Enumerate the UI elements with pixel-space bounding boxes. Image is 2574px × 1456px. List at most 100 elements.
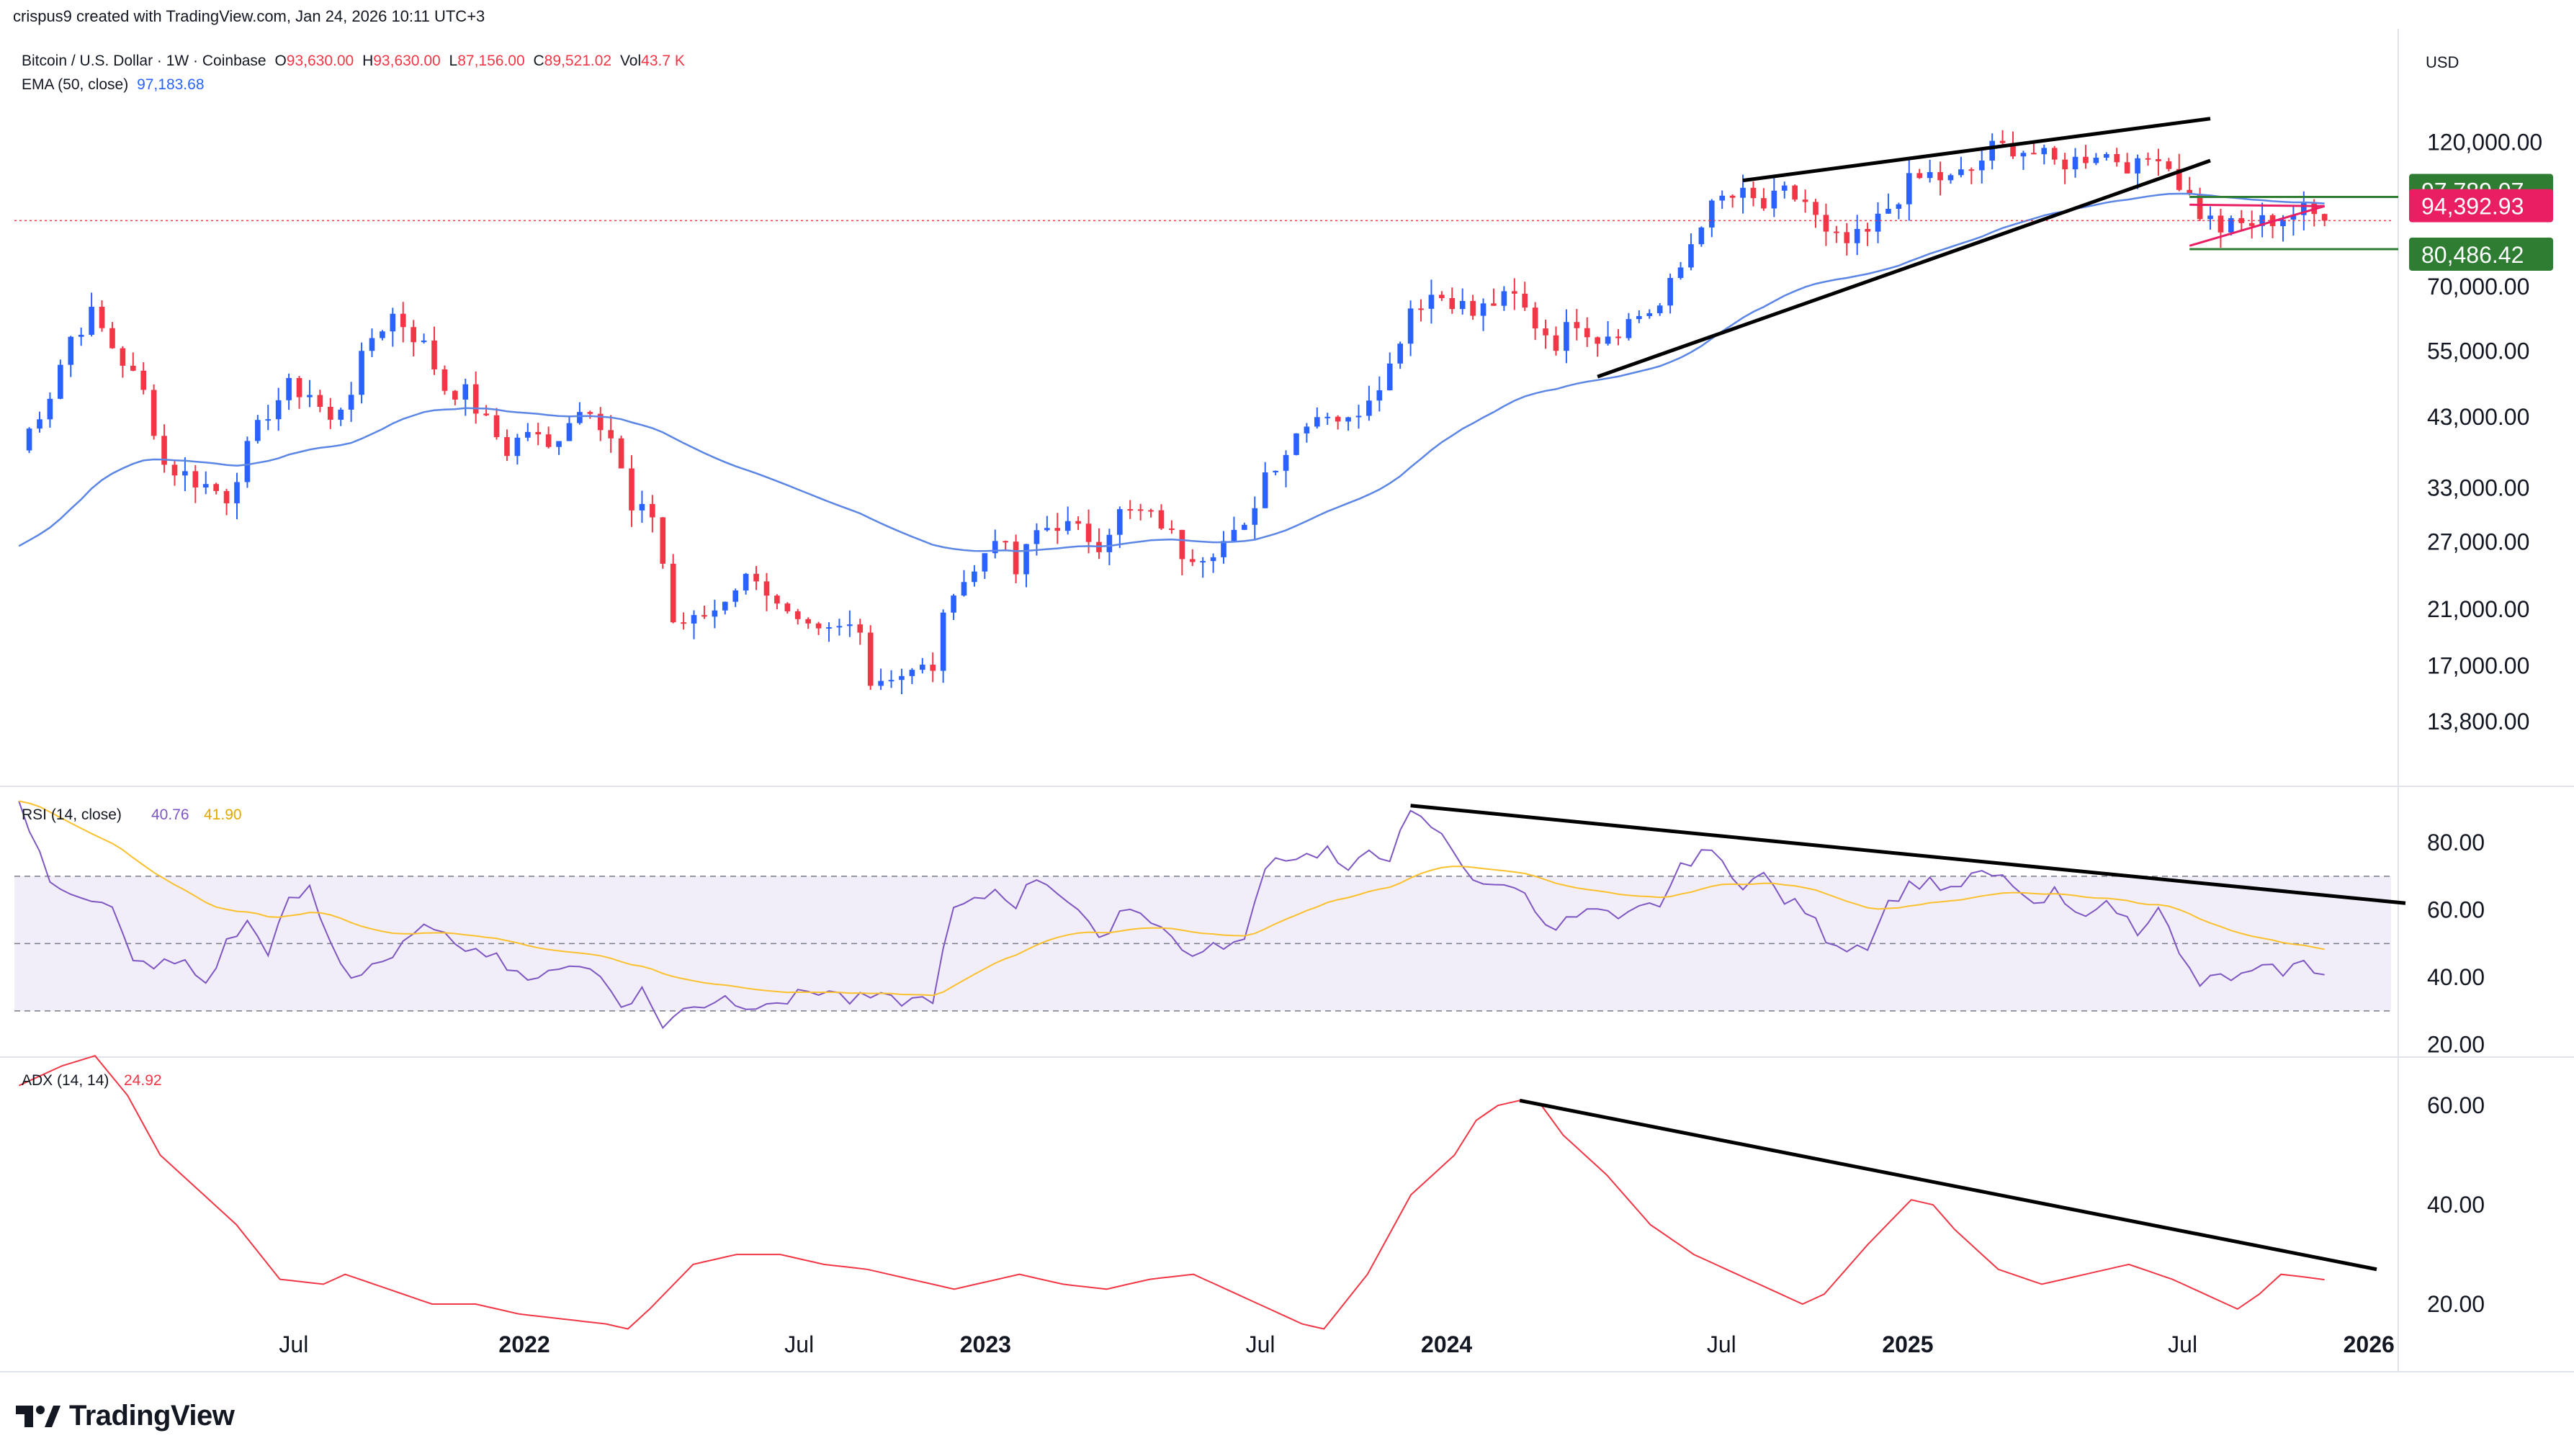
candle-body xyxy=(504,437,510,457)
price-axis-tick-label: 70,000.00 xyxy=(2427,274,2529,300)
time-axis-tick-label: 2022 xyxy=(498,1331,550,1357)
candle-body xyxy=(265,419,272,421)
candle-body xyxy=(535,431,542,435)
ema-label: EMA (50, close) xyxy=(22,76,129,93)
candle-body xyxy=(2321,214,2328,221)
candle-body xyxy=(1999,140,2006,143)
candle-body xyxy=(1221,541,1227,557)
candle-body xyxy=(545,434,552,447)
candle-body xyxy=(58,364,63,399)
candle-body xyxy=(327,406,333,420)
time-axis-tick-label: 2023 xyxy=(960,1331,1011,1357)
candle-body xyxy=(1656,305,1663,313)
close-label: C xyxy=(533,53,544,69)
price-axis-tick-label: 13,800.00 xyxy=(2427,709,2529,734)
candle-body xyxy=(1667,278,1673,306)
adx-axis-tick-label: 20.00 xyxy=(2427,1291,2485,1317)
candle-body xyxy=(2145,158,2151,160)
candle-body xyxy=(753,573,759,582)
time-axis-tick-label: Jul xyxy=(1707,1331,1736,1357)
candle-body xyxy=(1834,231,1839,233)
candle-body xyxy=(1314,417,1320,427)
candle-body xyxy=(120,348,126,366)
candle-body xyxy=(2218,215,2224,233)
candle-body xyxy=(2051,148,2058,160)
candle-body xyxy=(390,313,396,332)
candle-body xyxy=(1242,524,1247,530)
candle-body xyxy=(940,612,946,671)
candle-body xyxy=(192,471,199,487)
candle-body xyxy=(1169,528,1175,530)
candle-body xyxy=(1989,140,1995,161)
candle-body xyxy=(151,390,157,436)
candle-body xyxy=(1574,322,1580,328)
candle-body xyxy=(2124,162,2130,174)
candle-body xyxy=(961,582,967,596)
candle-body xyxy=(992,541,998,554)
price-axis-tick-label: 17,000.00 xyxy=(2427,653,2529,679)
candle-body xyxy=(1532,307,1538,329)
candle-body xyxy=(140,370,147,390)
symbol-legend[interactable]: Bitcoin / U.S. Dollar · 1W · Coinbase O9… xyxy=(22,53,685,70)
candle-body xyxy=(1064,521,1071,531)
candle-body xyxy=(1543,328,1548,336)
candle-body xyxy=(2300,202,2307,215)
candle-body xyxy=(2156,158,2161,162)
candle-body xyxy=(1085,523,1092,542)
candle-body xyxy=(951,596,956,613)
candle-body xyxy=(1844,232,1850,243)
candle-body xyxy=(763,581,770,596)
candle-body xyxy=(639,503,645,511)
candle-body xyxy=(1625,319,1632,338)
candle-body xyxy=(202,484,209,487)
candle-body xyxy=(1397,343,1403,364)
candle-body xyxy=(722,601,728,611)
candle-body xyxy=(909,670,915,676)
wedge-upper-trendline xyxy=(1742,117,2211,183)
time-axis-tick-label: 2026 xyxy=(2344,1331,2395,1357)
candle-body xyxy=(1428,295,1435,309)
candle-body xyxy=(338,409,344,420)
candle-body xyxy=(629,468,634,511)
candle-body xyxy=(1916,173,1923,179)
candle-body xyxy=(1636,315,1642,320)
candle-body xyxy=(1304,426,1310,433)
candle-body xyxy=(2248,223,2255,226)
candle-body xyxy=(919,665,925,670)
candle-body xyxy=(307,395,313,397)
candle-body xyxy=(421,340,427,343)
candle-body xyxy=(1044,528,1050,531)
candle-body xyxy=(1885,209,1891,214)
candle-body xyxy=(400,313,406,328)
candle-body xyxy=(1345,417,1351,422)
candle-body xyxy=(2062,159,2068,170)
candle-body xyxy=(1511,291,1517,294)
price-tag-box xyxy=(2409,189,2553,223)
currency-label[interactable]: USD xyxy=(2426,53,2459,71)
candle-body xyxy=(2031,153,2037,155)
ema-legend[interactable]: EMA (50, close) 97,183.68 xyxy=(22,76,205,94)
candle-body xyxy=(826,627,832,629)
rsi-ma-value: 41.90 xyxy=(204,806,242,823)
candle-body xyxy=(223,490,230,503)
time-axis-tick-label: 2024 xyxy=(1421,1331,1472,1357)
candle-body xyxy=(2103,153,2109,158)
time-axis-tick-label: Jul xyxy=(1246,1331,1275,1357)
candle-body xyxy=(2083,156,2089,163)
candle-body xyxy=(171,464,178,476)
price-tag-label: 94,392.93 xyxy=(2421,194,2524,220)
open-label: O xyxy=(274,53,287,69)
candle-body xyxy=(483,413,489,415)
candle-body xyxy=(1719,195,1726,201)
low-label: L xyxy=(449,53,458,69)
candle-body xyxy=(1075,521,1081,524)
tradingview-logo[interactable]: TradingView xyxy=(16,1400,235,1432)
candle-body xyxy=(1366,400,1372,416)
candle-body xyxy=(587,412,593,414)
candle-body xyxy=(1958,169,1964,176)
candle-body xyxy=(1564,322,1569,351)
candle-body xyxy=(1823,215,1829,232)
candle-body xyxy=(982,553,988,572)
price-axis-tick-label: 27,000.00 xyxy=(2427,529,2529,554)
